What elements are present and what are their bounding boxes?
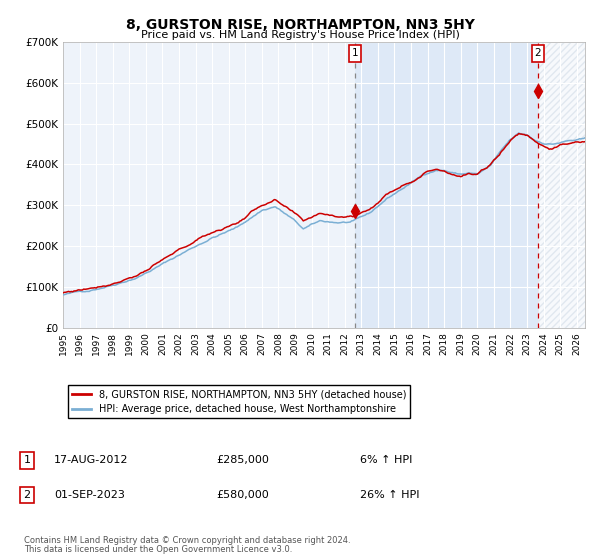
Text: 17-AUG-2012: 17-AUG-2012 <box>54 455 128 465</box>
Text: 1: 1 <box>352 48 358 58</box>
Text: 26% ↑ HPI: 26% ↑ HPI <box>360 490 419 500</box>
Text: 1: 1 <box>23 455 31 465</box>
Bar <box>355 42 538 328</box>
Text: Contains HM Land Registry data © Crown copyright and database right 2024.: Contains HM Land Registry data © Crown c… <box>24 536 350 545</box>
Text: 6% ↑ HPI: 6% ↑ HPI <box>360 455 412 465</box>
Text: £580,000: £580,000 <box>216 490 269 500</box>
Text: 01-SEP-2023: 01-SEP-2023 <box>54 490 125 500</box>
Text: Price paid vs. HM Land Registry's House Price Index (HPI): Price paid vs. HM Land Registry's House … <box>140 30 460 40</box>
Text: £285,000: £285,000 <box>216 455 269 465</box>
Bar <box>538 42 593 328</box>
Text: 2: 2 <box>535 48 541 58</box>
Text: 8, GURSTON RISE, NORTHAMPTON, NN3 5HY: 8, GURSTON RISE, NORTHAMPTON, NN3 5HY <box>125 18 475 32</box>
Bar <box>538 42 593 328</box>
Bar <box>538 42 593 328</box>
Legend: 8, GURSTON RISE, NORTHAMPTON, NN3 5HY (detached house), HPI: Average price, deta: 8, GURSTON RISE, NORTHAMPTON, NN3 5HY (d… <box>68 385 410 418</box>
Text: This data is licensed under the Open Government Licence v3.0.: This data is licensed under the Open Gov… <box>24 545 292 554</box>
Text: 2: 2 <box>23 490 31 500</box>
